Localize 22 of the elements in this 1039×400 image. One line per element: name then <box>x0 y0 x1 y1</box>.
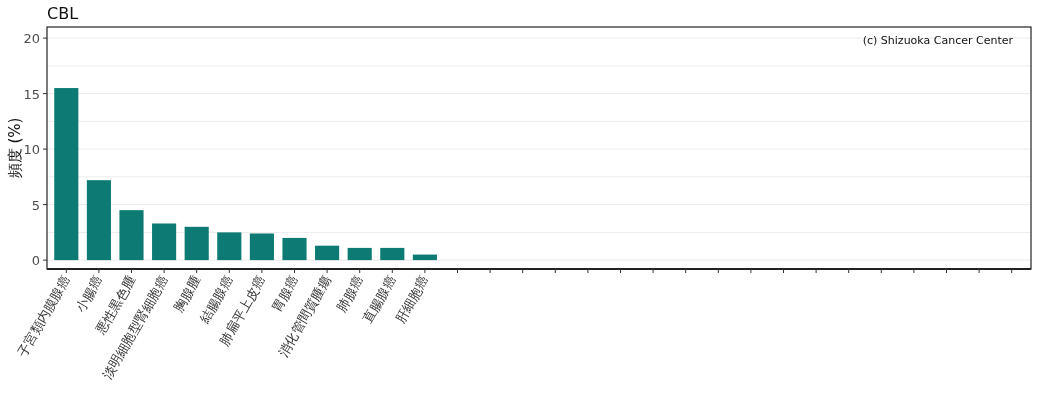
bar <box>380 247 405 261</box>
y-tick-label: 20 <box>23 31 40 47</box>
y-tick-label: 15 <box>23 86 40 102</box>
bar <box>282 237 307 261</box>
bar <box>86 180 111 261</box>
bar <box>347 247 372 261</box>
y-tick-label: 10 <box>23 142 40 158</box>
bar <box>54 88 79 261</box>
annotation: (c) Shizuoka Cancer Center <box>862 34 1014 47</box>
x-tick-label: 子宮類内膜腺癌 <box>14 273 73 360</box>
bar <box>119 210 144 261</box>
chart-title: CBL <box>47 4 79 23</box>
bar <box>249 233 274 261</box>
y-axis-title: 頻度 (%) <box>6 117 24 179</box>
y-tick-label: 0 <box>31 253 40 269</box>
y-tick-label: 5 <box>31 197 40 213</box>
bar <box>315 245 340 261</box>
bar <box>217 232 242 261</box>
bar <box>412 254 437 261</box>
bar <box>152 223 177 261</box>
bar <box>184 226 209 261</box>
x-tick-label: 小腸癌 <box>73 273 106 315</box>
